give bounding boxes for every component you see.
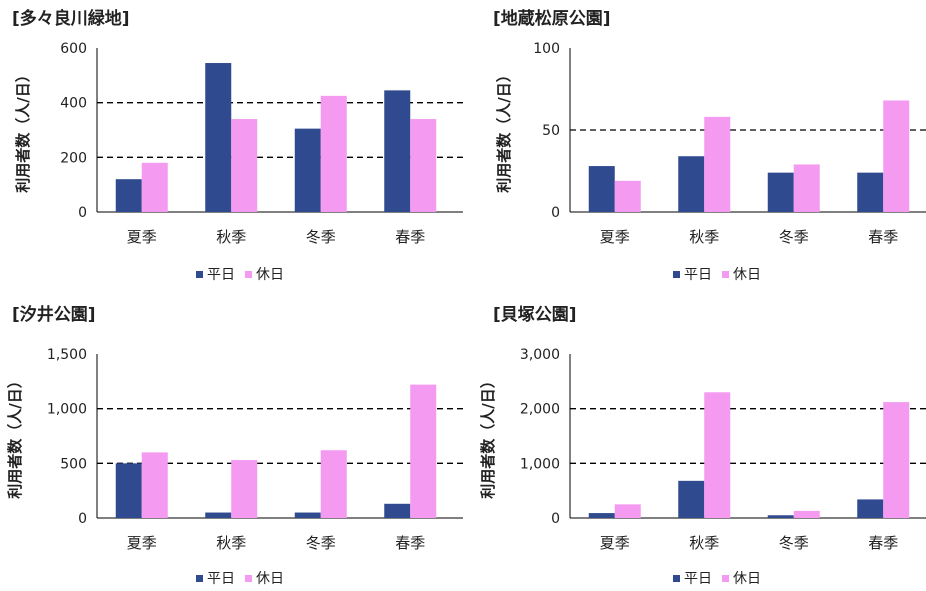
x-tick-label: 春季 (868, 228, 898, 246)
bar-chart: 0 50 100 利用者数（人/日） 夏季 秋季 冬季 春季 (495, 41, 926, 246)
y-tick-label: 400 (60, 96, 87, 112)
y-tick-label: 0 (78, 511, 87, 527)
legend-swatch-weekday (196, 574, 203, 582)
bar-holiday (793, 164, 820, 212)
bar-weekday (857, 172, 884, 212)
chart-panel-0: [多々良川緑地] 0 200 400 600 利用者数（人/日） 夏季 秋季 冬季 春季 平日 … (0, 0, 463, 295)
legend: 平日 休日 (196, 568, 290, 588)
x-tick-label: 春季 (395, 228, 425, 246)
legend: 平日 休日 (673, 264, 767, 284)
y-tick-label: 50 (542, 123, 560, 139)
y-tick-label: 100 (533, 41, 560, 57)
y-tick-label: 1,000 (47, 402, 87, 418)
y-tick-label: 0 (551, 205, 560, 221)
bar-weekday (205, 63, 232, 213)
y-tick-label: 200 (60, 150, 87, 166)
y-tick-label: 600 (60, 41, 87, 57)
x-tick-label: 冬季 (306, 534, 336, 552)
bar-weekday (384, 90, 411, 212)
x-tick-label: 夏季 (600, 534, 630, 552)
bar-holiday (883, 100, 910, 212)
bar-weekday (857, 499, 884, 518)
x-tick-label: 秋季 (689, 534, 719, 552)
chart-title: [多々良川緑地] (12, 9, 130, 29)
legend-swatch-holiday (722, 574, 729, 582)
bar-weekday (588, 166, 615, 212)
x-tick-label: 秋季 (689, 228, 719, 246)
bar-holiday (410, 384, 437, 518)
x-tick-label: 春季 (395, 534, 425, 552)
bar-weekday (678, 480, 705, 518)
bar-holiday (793, 510, 820, 518)
x-tick-label: 春季 (868, 534, 898, 552)
y-axis-label: 利用者数（人/日） (6, 373, 24, 498)
x-tick-label: 秋季 (216, 534, 246, 552)
chart-panel-2: [汐井公園] 0 500 1,000 1,500 利用者数（人/日） 夏季 秋季 冬季 春季 平… (0, 296, 463, 591)
x-tick-label: 秋季 (216, 228, 246, 246)
bar-holiday (614, 504, 641, 518)
bar-weekday (767, 515, 794, 518)
y-axis-label: 利用者数（人/日） (479, 373, 497, 498)
x-tick-label: 夏季 (127, 534, 157, 552)
legend-label-holiday: 休日 (733, 571, 761, 587)
y-tick-label: 2,000 (520, 402, 560, 418)
bar-weekday (588, 513, 615, 518)
bar-weekday (115, 179, 142, 212)
bar-weekday (205, 512, 232, 518)
legend-label-weekday: 平日 (207, 571, 235, 587)
bar-holiday (883, 402, 910, 518)
bar-chart: 0 200 400 600 利用者数（人/日） 夏季 秋季 冬季 春季 (14, 41, 463, 246)
y-axis-label: 利用者数（人/日） (14, 67, 32, 192)
chart-title: [貝塚公園] (493, 305, 577, 325)
legend-swatch-weekday (196, 270, 203, 278)
chart-title: [汐井公園] (12, 305, 96, 325)
legend-label-holiday: 休日 (256, 267, 284, 283)
chart-panel-3: [貝塚公園] 0 1,000 2,000 3,000 利用者数（人/日） 夏季 秋季 冬季 春季… (463, 296, 926, 591)
bar-chart: 0 500 1,000 1,500 利用者数（人/日） 夏季 秋季 冬季 春季 (6, 347, 463, 552)
legend-label-holiday: 休日 (256, 571, 284, 587)
legend-swatch-holiday (245, 574, 252, 582)
legend-swatch-weekday (673, 574, 680, 582)
legend-swatch-holiday (245, 270, 252, 278)
legend-label-holiday: 休日 (733, 267, 761, 283)
x-tick-label: 冬季 (779, 534, 809, 552)
bar-weekday (294, 512, 321, 518)
legend-swatch-holiday (722, 270, 729, 278)
legend-label-weekday: 平日 (684, 571, 712, 587)
chart-title: [地蔵松原公園] (493, 9, 611, 29)
x-tick-label: 夏季 (600, 228, 630, 246)
y-tick-label: 1,500 (47, 347, 87, 363)
y-tick-label: 1,000 (520, 456, 560, 472)
y-tick-label: 0 (78, 205, 87, 221)
bar-weekday (767, 172, 794, 212)
bar-holiday (704, 392, 731, 518)
legend-label-weekday: 平日 (207, 267, 235, 283)
y-tick-label: 500 (60, 456, 87, 472)
x-tick-label: 冬季 (779, 228, 809, 246)
bar-weekday (294, 128, 321, 212)
bar-weekday (384, 503, 411, 518)
bar-holiday (141, 452, 168, 518)
bar-holiday (320, 450, 347, 518)
legend-swatch-weekday (673, 270, 680, 278)
legend-label-weekday: 平日 (684, 267, 712, 283)
bar-weekday (115, 463, 142, 518)
y-axis-label: 利用者数（人/日） (495, 67, 513, 192)
legend: 平日 休日 (673, 568, 767, 588)
chart-panel-1: [地蔵松原公園] 0 50 100 利用者数（人/日） 夏季 秋季 冬季 春季 平日 休日 (463, 0, 926, 295)
x-tick-label: 夏季 (127, 228, 157, 246)
y-tick-label: 3,000 (520, 347, 560, 363)
bar-holiday (410, 119, 437, 212)
y-tick-label: 0 (551, 511, 560, 527)
bar-chart: 0 1,000 2,000 3,000 利用者数（人/日） 夏季 秋季 冬季 春季 (479, 347, 926, 552)
bar-holiday (704, 116, 731, 212)
bar-holiday (231, 119, 258, 212)
x-tick-label: 冬季 (306, 228, 336, 246)
bar-holiday (141, 162, 168, 212)
bar-holiday (614, 180, 641, 212)
legend: 平日 休日 (196, 264, 290, 284)
bar-holiday (320, 95, 347, 212)
bar-holiday (231, 460, 258, 518)
bar-weekday (678, 156, 705, 212)
